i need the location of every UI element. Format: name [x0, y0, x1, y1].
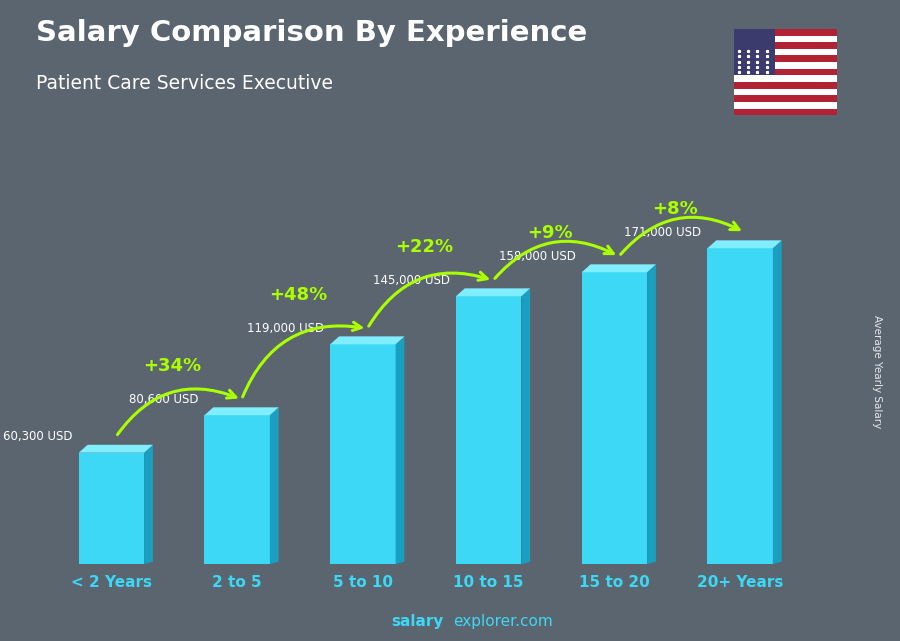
Polygon shape [144, 445, 153, 564]
Polygon shape [456, 296, 521, 564]
Polygon shape [79, 445, 153, 453]
Text: 60,300 USD: 60,300 USD [3, 430, 73, 443]
Text: +48%: +48% [269, 287, 328, 304]
Text: +9%: +9% [526, 224, 572, 242]
Polygon shape [647, 264, 656, 564]
Polygon shape [270, 407, 279, 564]
Text: Salary Comparison By Experience: Salary Comparison By Experience [36, 19, 587, 47]
Polygon shape [204, 407, 279, 415]
Text: +34%: +34% [143, 357, 202, 375]
Text: +8%: +8% [652, 200, 698, 218]
Text: 80,600 USD: 80,600 USD [129, 393, 198, 406]
Polygon shape [734, 29, 775, 76]
Polygon shape [456, 288, 530, 296]
Polygon shape [734, 62, 837, 69]
Polygon shape [734, 82, 837, 88]
Polygon shape [396, 337, 404, 564]
Text: 145,000 USD: 145,000 USD [373, 274, 450, 287]
Text: Average Yearly Salary: Average Yearly Salary [872, 315, 883, 428]
Polygon shape [773, 240, 782, 564]
Polygon shape [734, 96, 837, 102]
Polygon shape [581, 264, 656, 272]
Text: 119,000 USD: 119,000 USD [247, 322, 324, 335]
Polygon shape [734, 102, 837, 109]
Polygon shape [734, 42, 837, 49]
Polygon shape [79, 453, 144, 564]
Polygon shape [734, 56, 837, 62]
Polygon shape [734, 88, 837, 96]
Polygon shape [707, 240, 782, 248]
Text: +22%: +22% [395, 238, 453, 256]
Polygon shape [734, 109, 837, 115]
Text: 158,000 USD: 158,000 USD [499, 250, 575, 263]
Polygon shape [707, 248, 773, 564]
Text: explorer.com: explorer.com [453, 615, 553, 629]
Polygon shape [581, 272, 647, 564]
Polygon shape [204, 415, 270, 564]
Polygon shape [330, 344, 396, 564]
Polygon shape [734, 76, 837, 82]
Polygon shape [734, 35, 837, 42]
Text: salary: salary [392, 615, 444, 629]
Polygon shape [734, 29, 837, 35]
Text: Patient Care Services Executive: Patient Care Services Executive [36, 74, 333, 93]
Text: 171,000 USD: 171,000 USD [624, 226, 701, 238]
Polygon shape [734, 69, 837, 76]
Polygon shape [734, 49, 837, 56]
Polygon shape [330, 337, 404, 344]
Polygon shape [521, 288, 530, 564]
